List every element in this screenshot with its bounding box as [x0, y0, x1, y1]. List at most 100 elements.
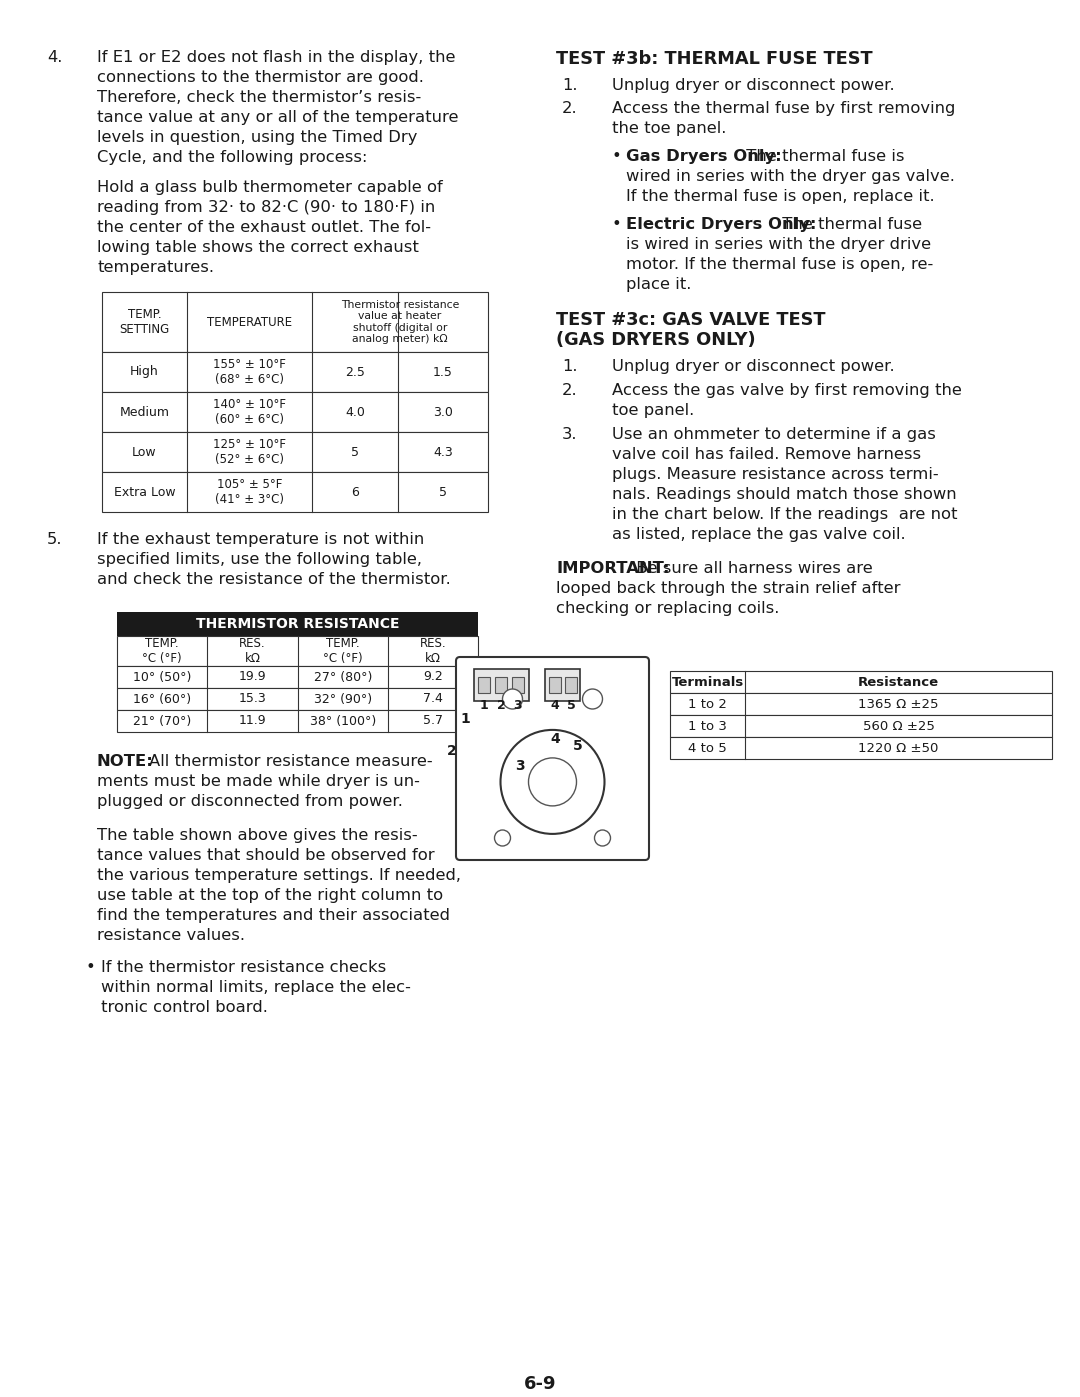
Text: RES.
kΩ: RES. kΩ [420, 637, 446, 665]
Bar [549, 678, 561, 693]
Text: in the chart below. If the readings  are not: in the chart below. If the readings are … [612, 507, 958, 522]
Text: TEMP.
°C (°F): TEMP. °C (°F) [143, 637, 181, 665]
Text: wired in series with the dryer gas valve.: wired in series with the dryer gas valve… [626, 169, 955, 184]
Text: 16° (60°): 16° (60°) [133, 693, 191, 705]
Bar [478, 678, 490, 693]
Text: 5: 5 [573, 739, 583, 753]
Bar [670, 715, 1052, 738]
Text: The thermal fuse is: The thermal fuse is [741, 149, 905, 163]
Bar [117, 612, 478, 636]
Text: 21° (70°): 21° (70°) [133, 714, 191, 728]
Text: 2.: 2. [562, 383, 578, 398]
Circle shape [502, 689, 523, 710]
Text: 1.: 1. [562, 78, 578, 94]
Text: Unplug dryer or disconnect power.: Unplug dryer or disconnect power. [612, 359, 894, 374]
Text: place it.: place it. [626, 277, 691, 292]
Text: valve coil has failed. Remove harness: valve coil has failed. Remove harness [612, 447, 921, 462]
Bar [102, 432, 488, 472]
Text: 15.3: 15.3 [239, 693, 267, 705]
Text: Unplug dryer or disconnect power.: Unplug dryer or disconnect power. [612, 78, 894, 94]
Text: TEMPERATURE: TEMPERATURE [207, 316, 292, 328]
Text: 105° ± 5°F
(41° ± 3°C): 105° ± 5°F (41° ± 3°C) [215, 478, 284, 506]
Text: Extra Low: Extra Low [113, 486, 175, 499]
Bar [670, 693, 1052, 715]
Text: If the thermal fuse is open, replace it.: If the thermal fuse is open, replace it. [626, 189, 934, 204]
Text: plugged or disconnected from power.: plugged or disconnected from power. [97, 793, 403, 809]
Text: nals. Readings should match those shown: nals. Readings should match those shown [612, 488, 957, 502]
Text: levels in question, using the Timed Dry: levels in question, using the Timed Dry [97, 130, 418, 145]
Text: 1: 1 [480, 698, 488, 712]
Text: 125° ± 10°F
(52° ± 6°C): 125° ± 10°F (52° ± 6°C) [213, 439, 286, 467]
Text: 6-9: 6-9 [524, 1375, 556, 1393]
Bar [102, 472, 488, 511]
Text: specified limits, use the following table,: specified limits, use the following tabl… [97, 552, 422, 567]
Text: 2: 2 [497, 698, 505, 712]
Circle shape [594, 830, 610, 847]
Text: 9.2: 9.2 [423, 671, 443, 683]
Text: is wired in series with the dryer drive: is wired in series with the dryer drive [626, 237, 931, 251]
Text: The thermal fuse: The thermal fuse [778, 217, 922, 232]
Text: find the temperatures and their associated: find the temperatures and their associat… [97, 908, 450, 923]
Text: 4.3: 4.3 [433, 446, 453, 458]
Text: Medium: Medium [120, 405, 170, 419]
Text: resistance values.: resistance values. [97, 928, 245, 943]
Bar [117, 687, 478, 710]
Text: TEST #3c: GAS VALVE TEST: TEST #3c: GAS VALVE TEST [556, 312, 825, 330]
Text: If E1 or E2 does not flash in the display, the: If E1 or E2 does not flash in the displa… [97, 50, 456, 66]
Bar [474, 669, 529, 701]
Circle shape [495, 830, 511, 847]
Text: the various temperature settings. If needed,: the various temperature settings. If nee… [97, 868, 461, 883]
Text: temperatures.: temperatures. [97, 260, 214, 275]
Text: tance values that should be observed for: tance values that should be observed for [97, 848, 434, 863]
Text: 4 to 5: 4 to 5 [688, 742, 727, 754]
Text: ments must be made while dryer is un-: ments must be made while dryer is un- [97, 774, 420, 789]
Text: The table shown above gives the resis-: The table shown above gives the resis- [97, 828, 418, 842]
Text: 2: 2 [447, 745, 457, 759]
Circle shape [500, 729, 605, 834]
Text: motor. If the thermal fuse is open, re-: motor. If the thermal fuse is open, re- [626, 257, 933, 272]
Bar [565, 678, 577, 693]
Text: checking or replacing coils.: checking or replacing coils. [556, 601, 780, 616]
Text: Hold a glass bulb thermometer capable of: Hold a glass bulb thermometer capable of [97, 180, 443, 196]
Text: 1 to 3: 1 to 3 [688, 719, 727, 732]
Text: 5: 5 [438, 486, 447, 499]
Text: If the exhaust temperature is not within: If the exhaust temperature is not within [97, 532, 424, 548]
Text: TEMP.
°C (°F): TEMP. °C (°F) [323, 637, 363, 665]
Text: use table at the top of the right column to: use table at the top of the right column… [97, 888, 443, 902]
Text: 1 to 2: 1 to 2 [688, 697, 727, 711]
Text: toe panel.: toe panel. [612, 402, 694, 418]
Text: looped back through the strain relief after: looped back through the strain relief af… [556, 581, 901, 597]
Text: Thermistor resistance
value at heater
shutoff (digital or
analog meter) kΩ: Thermistor resistance value at heater sh… [341, 299, 459, 345]
Text: 3: 3 [514, 698, 523, 712]
Text: Terminals: Terminals [672, 676, 744, 689]
Text: 5.7: 5.7 [423, 714, 443, 728]
Circle shape [582, 689, 603, 710]
Text: •: • [85, 960, 95, 975]
Text: 1.5: 1.5 [433, 366, 453, 379]
Text: tronic control board.: tronic control board. [102, 1000, 268, 1016]
Text: Access the gas valve by first removing the: Access the gas valve by first removing t… [612, 383, 962, 398]
Text: 10° (50°): 10° (50°) [133, 671, 191, 683]
Bar [670, 671, 1052, 693]
Bar [102, 292, 488, 352]
Text: 32° (90°): 32° (90°) [314, 693, 373, 705]
Text: as listed, replace the gas valve coil.: as listed, replace the gas valve coil. [612, 527, 906, 542]
Text: the toe panel.: the toe panel. [612, 122, 727, 136]
Text: TEST #3b: THERMAL FUSE TEST: TEST #3b: THERMAL FUSE TEST [556, 50, 873, 68]
FancyBboxPatch shape [456, 657, 649, 861]
Bar [117, 710, 478, 732]
Bar [102, 352, 488, 393]
Text: High: High [130, 366, 159, 379]
Text: 5.: 5. [48, 532, 63, 548]
Text: reading from 32· to 82·C (90· to 180·F) in: reading from 32· to 82·C (90· to 180·F) … [97, 200, 435, 215]
Text: 4.: 4. [48, 50, 63, 66]
Text: lowing table shows the correct exhaust: lowing table shows the correct exhaust [97, 240, 419, 256]
Text: 19.9: 19.9 [239, 671, 267, 683]
Bar [117, 666, 478, 687]
Text: connections to the thermistor are good.: connections to the thermistor are good. [97, 70, 423, 85]
Text: Cycle, and the following process:: Cycle, and the following process: [97, 149, 367, 165]
Bar [512, 678, 524, 693]
Text: •: • [612, 217, 622, 232]
Text: the center of the exhaust outlet. The fol-: the center of the exhaust outlet. The fo… [97, 219, 431, 235]
Text: If the thermistor resistance checks: If the thermistor resistance checks [102, 960, 387, 975]
